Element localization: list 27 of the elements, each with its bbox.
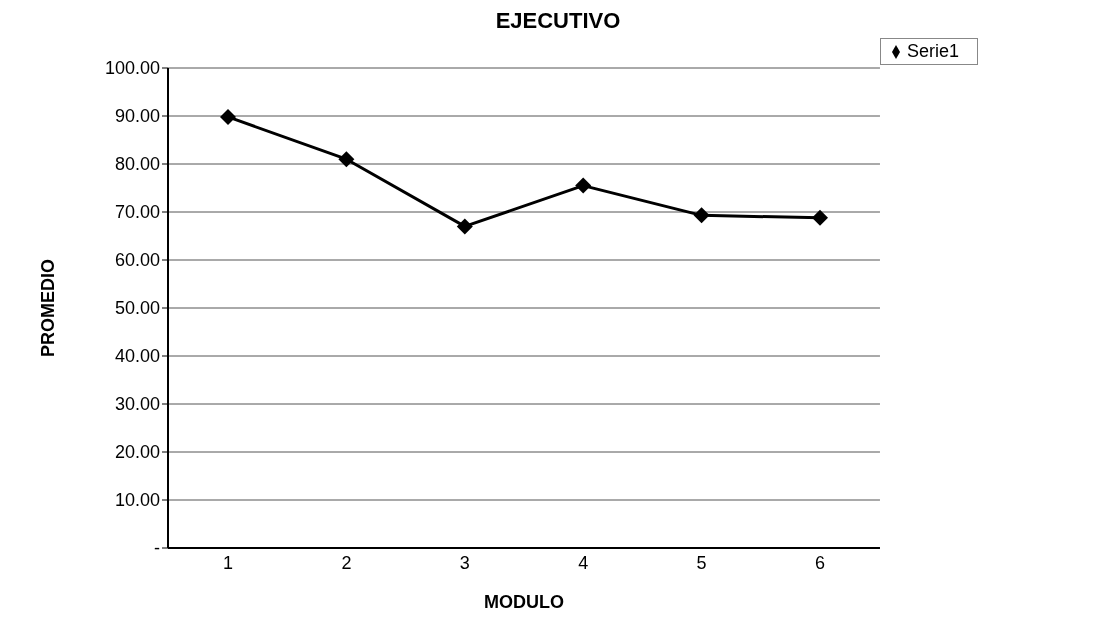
point (693, 207, 710, 224)
x-tick-label: 6 (814, 552, 825, 573)
y-tick-label: 20.00 (114, 442, 160, 463)
x-tick-label: 5 (696, 552, 707, 573)
chart-title: EJECUTIVO (494, 8, 622, 35)
y-tick-label: 50.00 (114, 298, 160, 319)
y-tick-label: 30.00 (114, 394, 160, 415)
y-axis-title: PROMEDIO (38, 258, 59, 358)
x-axis-title: MODULO (483, 592, 564, 612)
point (575, 177, 592, 194)
x-tick-label: 2 (341, 552, 352, 573)
x-tick-label: 4 (578, 552, 589, 573)
point (811, 209, 828, 226)
point (220, 108, 236, 125)
x-tick-label: 1 (222, 552, 234, 573)
legend-label: Serie1 (906, 41, 959, 61)
y-tick-label: 90.00 (114, 106, 160, 127)
y-tick-label: 80.00 (114, 154, 160, 175)
point (338, 151, 355, 168)
x-tick-label: 3 (459, 552, 470, 573)
y-tick-label: 40.00 (114, 346, 160, 367)
y-tick-label: 100.00 (104, 58, 160, 79)
y-tick-label: 70.00 (114, 202, 160, 223)
point (456, 218, 473, 235)
y-tick-label: 60.00 (114, 250, 160, 271)
y-tick-label: 10.00 (114, 490, 160, 511)
y-tick-label: - (154, 538, 160, 559)
